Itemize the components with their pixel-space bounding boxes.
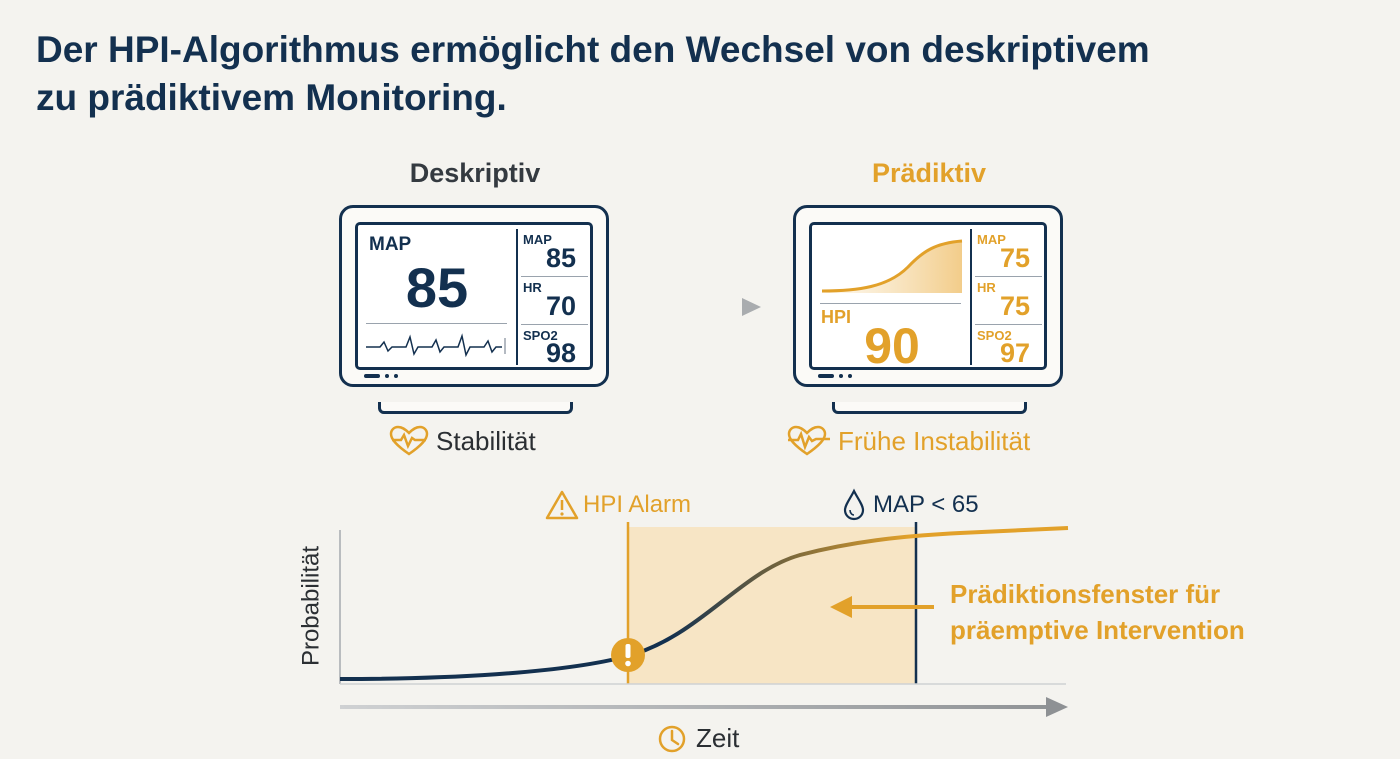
descriptive-monitor-indicators bbox=[364, 374, 403, 380]
warning-icon bbox=[545, 490, 579, 520]
descriptive-main-value: 85 bbox=[405, 256, 469, 319]
exclamation-icon bbox=[611, 638, 645, 672]
predictive-side-label-spo2: SPO2 bbox=[977, 328, 1012, 343]
predictive-side-label-hr: HR bbox=[977, 280, 996, 295]
predictive-screen: HPI 90 MAP 75 HR 75 SPO2 97 bbox=[809, 222, 1047, 374]
descriptive-side-label-map: MAP bbox=[523, 232, 552, 247]
predictive-main-value: 90 bbox=[864, 318, 920, 374]
descriptive-side-value-map: 85 bbox=[546, 243, 577, 273]
page-title-line2: zu prädiktivem Monitoring. bbox=[36, 77, 507, 118]
predictive-monitor-indicators bbox=[818, 374, 857, 380]
descriptive-status: Stabilität bbox=[388, 425, 536, 457]
hpi-alarm-label: HPI Alarm bbox=[583, 491, 692, 518]
predictive-side-value-map: 75 bbox=[1000, 243, 1031, 273]
x-axis-label: Zeit bbox=[696, 723, 740, 753]
probability-curve bbox=[339, 526, 1069, 681]
descriptive-side-divider-1 bbox=[521, 276, 588, 277]
hpi-trend-curve-icon bbox=[821, 239, 963, 293]
heartbeat-icon bbox=[787, 425, 830, 456]
descriptive-side-label-spo2: SPO2 bbox=[523, 328, 558, 343]
heartbeat-icon bbox=[389, 425, 429, 456]
descriptive-main-divider bbox=[366, 323, 507, 324]
predictive-monitor: HPI 90 MAP 75 HR 75 SPO2 97 bbox=[793, 205, 1063, 387]
predictive-monitor-stand bbox=[832, 402, 1027, 414]
predictive-side-label-map: MAP bbox=[977, 232, 1006, 247]
descriptive-side-divider-2 bbox=[521, 324, 588, 325]
predictive-side-value-hr: 75 bbox=[1000, 291, 1031, 321]
prediction-window-label-line1: Prädiktionsfenster für bbox=[950, 579, 1221, 609]
predictive-side-value-spo2: 97 bbox=[1000, 338, 1031, 368]
predictive-side-divider-1 bbox=[975, 276, 1042, 277]
descriptive-monitor-stand bbox=[378, 402, 573, 414]
predictive-side-divider-2 bbox=[975, 324, 1042, 325]
window-arrow-icon bbox=[830, 596, 852, 618]
predictive-main-label: HPI bbox=[821, 307, 852, 327]
descriptive-label: Deskriptiv bbox=[409, 158, 541, 188]
descriptive-side-label-hr: HR bbox=[523, 280, 542, 295]
page-title-line1: Der HPI-Algorithmus ermöglicht den Wechs… bbox=[36, 29, 1150, 70]
prediction-window-label: Prädiktionsfenster für präemptive Interv… bbox=[950, 576, 1245, 648]
page-title: Der HPI-Algorithmus ermöglicht den Wechs… bbox=[36, 26, 1376, 122]
predictive-label: Prädiktiv bbox=[871, 158, 987, 188]
predictive-main-divider bbox=[820, 303, 961, 304]
descriptive-monitor: MAP 85 MAP 85 HR 70 SPO2 98 bbox=[339, 205, 609, 387]
predictive-screen-divider bbox=[970, 229, 972, 365]
predictive-status-text: Frühe Instabilität bbox=[838, 425, 1031, 456]
predictive-status: Frühe Instabilität bbox=[786, 425, 1030, 457]
descriptive-main-label: MAP bbox=[369, 234, 412, 255]
descriptive-status-text: Stabilität bbox=[436, 425, 536, 456]
ecg-waveform-icon bbox=[366, 333, 506, 358]
y-axis-label: Probabilität bbox=[297, 545, 325, 667]
descriptive-side-value-spo2: 98 bbox=[546, 338, 577, 368]
map-threshold-label: MAP < 65 bbox=[873, 491, 979, 518]
prediction-window-label-line2: präemptive Intervention bbox=[950, 615, 1245, 645]
drop-icon bbox=[843, 488, 865, 521]
clock-icon bbox=[658, 725, 686, 753]
descriptive-screen-divider bbox=[516, 229, 518, 365]
x-axis-arrow-icon bbox=[1046, 697, 1068, 717]
transition-arrow-icon bbox=[642, 298, 761, 316]
descriptive-side-value-hr: 70 bbox=[546, 291, 577, 321]
descriptive-screen: MAP 85 MAP 85 HR 70 SPO2 98 bbox=[355, 222, 593, 370]
